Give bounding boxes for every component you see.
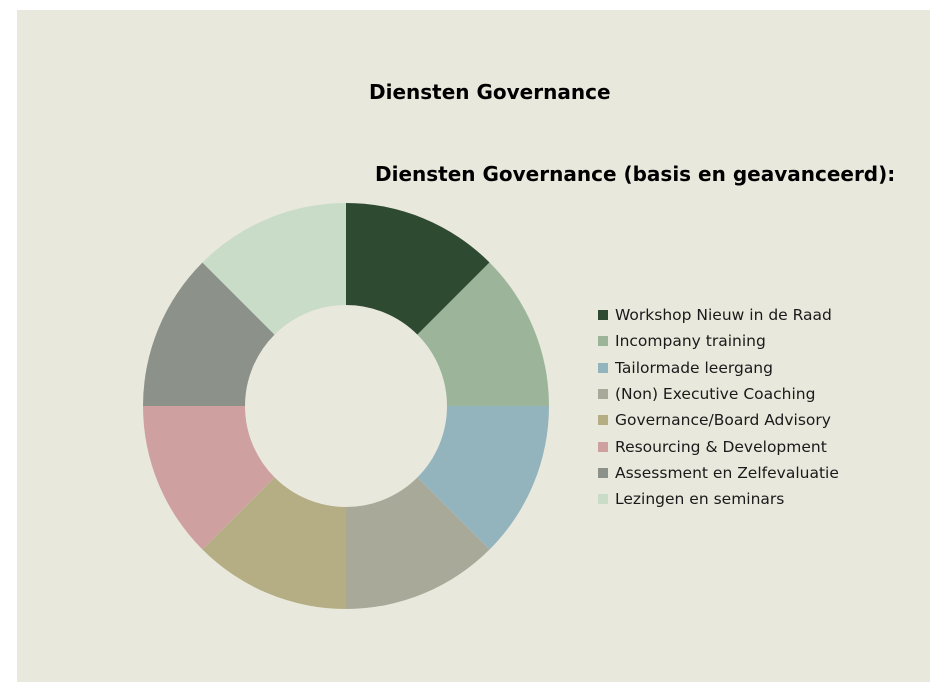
donut-slice-5 <box>202 477 346 609</box>
legend-swatch <box>598 310 608 321</box>
legend-item: Workshop Nieuw in de Raad <box>598 302 839 328</box>
legend-label: Workshop Nieuw in de Raad <box>615 306 832 325</box>
legend-item: Resourcing & Development <box>598 433 839 459</box>
donut-slice-4 <box>346 477 490 609</box>
donut-slice-7 <box>143 262 275 406</box>
legend-item: Governance/Board Advisory <box>598 407 839 433</box>
legend-item: Incompany training <box>598 328 839 354</box>
legend-swatch <box>598 415 608 426</box>
page-title: Diensten Governance <box>369 80 611 104</box>
legend-item: Tailormade leergang <box>598 355 839 381</box>
legend-swatch <box>598 389 608 400</box>
legend-item: (Non) Executive Coaching <box>598 381 839 407</box>
legend-label: Incompany training <box>615 332 766 351</box>
legend-label: Resourcing & Development <box>615 437 827 456</box>
legend-swatch <box>598 494 608 505</box>
legend-label: Tailormade leergang <box>615 358 773 377</box>
donut-slice-1 <box>346 203 490 335</box>
legend-swatch <box>598 336 608 347</box>
legend-label: Lezingen en seminars <box>615 490 785 509</box>
chart-legend: Workshop Nieuw in de Raad Incompany train… <box>598 302 839 512</box>
donut-slice-3 <box>417 406 549 550</box>
donut-slice-8 <box>202 203 346 335</box>
legend-label: Governance/Board Advisory <box>615 411 831 430</box>
legend-item: Lezingen en seminars <box>598 486 839 512</box>
donut-slice-6 <box>143 406 275 550</box>
legend-label: (Non) Executive Coaching <box>615 385 816 404</box>
legend-swatch <box>598 467 608 478</box>
legend-item: Assessment en Zelfevaluatie <box>598 460 839 486</box>
legend-swatch <box>598 441 608 452</box>
legend-label: Assessment en Zelfevaluatie <box>615 463 839 482</box>
donut-slice-2 <box>417 262 549 406</box>
chart-title: Diensten Governance (basis en geavanceer… <box>375 162 896 186</box>
donut-chart <box>143 203 549 609</box>
legend-swatch <box>598 362 608 373</box>
